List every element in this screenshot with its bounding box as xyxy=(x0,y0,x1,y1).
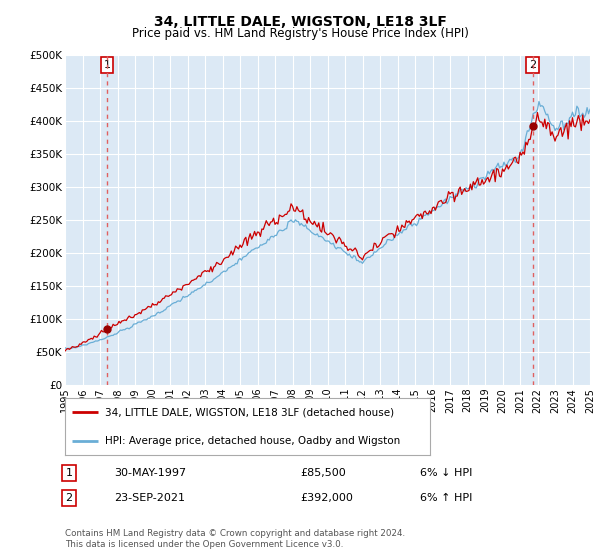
Text: £85,500: £85,500 xyxy=(300,468,346,478)
Text: 6% ↑ HPI: 6% ↑ HPI xyxy=(420,493,472,503)
Text: Contains HM Land Registry data © Crown copyright and database right 2024.
This d: Contains HM Land Registry data © Crown c… xyxy=(65,529,405,549)
Text: Price paid vs. HM Land Registry's House Price Index (HPI): Price paid vs. HM Land Registry's House … xyxy=(131,27,469,40)
Text: 23-SEP-2021: 23-SEP-2021 xyxy=(114,493,185,503)
Text: 30-MAY-1997: 30-MAY-1997 xyxy=(114,468,186,478)
Text: 2: 2 xyxy=(65,493,73,503)
Text: 34, LITTLE DALE, WIGSTON, LE18 3LF (detached house): 34, LITTLE DALE, WIGSTON, LE18 3LF (deta… xyxy=(105,407,394,417)
Text: £392,000: £392,000 xyxy=(300,493,353,503)
Text: HPI: Average price, detached house, Oadby and Wigston: HPI: Average price, detached house, Oadb… xyxy=(105,436,400,446)
Text: 6% ↓ HPI: 6% ↓ HPI xyxy=(420,468,472,478)
Text: 2: 2 xyxy=(529,60,536,70)
Text: 1: 1 xyxy=(104,60,110,70)
Text: 34, LITTLE DALE, WIGSTON, LE18 3LF: 34, LITTLE DALE, WIGSTON, LE18 3LF xyxy=(154,15,446,29)
Text: 1: 1 xyxy=(65,468,73,478)
